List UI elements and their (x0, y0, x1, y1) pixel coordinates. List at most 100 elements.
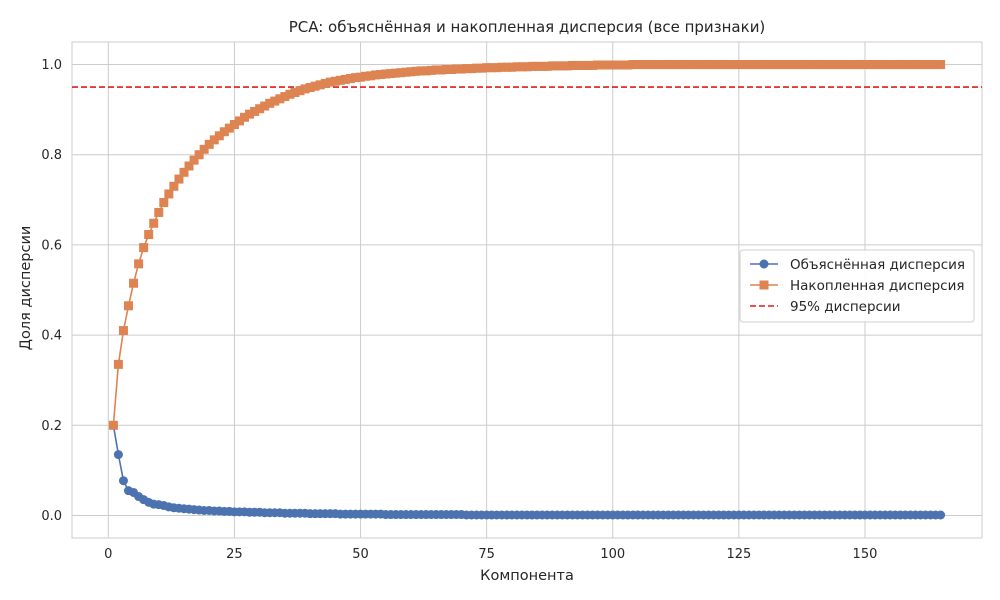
data-point-cumulative (769, 60, 779, 70)
data-point-cumulative (154, 207, 164, 217)
y-tick-label: 0.4 (41, 329, 62, 344)
data-point-cumulative (229, 120, 239, 130)
data-point-cumulative (502, 62, 512, 72)
data-point-cumulative (255, 104, 265, 114)
data-point-cumulative (184, 161, 194, 171)
data-point-cumulative (830, 60, 840, 70)
data-point-cumulative (507, 62, 517, 72)
data-point-cumulative (593, 60, 603, 70)
data-point-cumulative (739, 60, 749, 70)
data-point-cumulative (431, 65, 441, 75)
data-point-cumulative (779, 60, 789, 70)
legend-label-explained: Объяснённая дисперсия (790, 257, 965, 273)
data-point-cumulative (467, 64, 477, 74)
data-point-cumulative (270, 96, 280, 106)
data-point-cumulative (855, 60, 865, 70)
legend-entry-explained: Объяснённая дисперсия (750, 257, 965, 273)
data-point-cumulative (603, 60, 613, 70)
data-point-cumulative (219, 127, 229, 137)
data-point-cumulative (169, 181, 179, 191)
data-point-cumulative (658, 60, 668, 70)
x-tick-label: 125 (726, 547, 751, 562)
data-point-cumulative (461, 64, 471, 74)
data-point-cumulative (366, 71, 376, 81)
data-point-cumulative (870, 60, 880, 70)
data-point-cumulative (194, 150, 204, 160)
x-axis-label: Компонента (480, 568, 574, 584)
data-point-cumulative (704, 60, 714, 70)
data-point-cumulative (497, 62, 507, 72)
x-tick-label: 75 (478, 547, 495, 562)
data-point-cumulative (537, 61, 547, 71)
data-point-cumulative (214, 131, 224, 141)
data-point-cumulative (340, 74, 350, 84)
data-point-cumulative (749, 60, 759, 70)
data-point-cumulative (335, 75, 345, 85)
y-tick-label: 0.6 (41, 238, 62, 253)
data-point-cumulative (139, 243, 149, 253)
data-point-cumulative (729, 60, 739, 70)
data-point-cumulative (386, 69, 396, 79)
data-point-cumulative (714, 60, 724, 70)
data-point-cumulative (557, 61, 567, 71)
data-point-cumulative (926, 60, 936, 70)
data-point-cumulative (577, 60, 587, 70)
x-tick-label: 100 (600, 547, 625, 562)
data-point-cumulative (709, 60, 719, 70)
y-axis-label: Доля дисперсии (18, 226, 34, 351)
data-point-cumulative (850, 60, 860, 70)
data-point-cumulative (905, 60, 915, 70)
data-point-cumulative (376, 69, 386, 79)
data-point-cumulative (542, 61, 552, 71)
data-point-cumulative (532, 61, 542, 71)
data-point-cumulative (451, 64, 461, 74)
y-tick-labels: 0.0 0.2 0.4 0.6 0.8 1.0 (41, 58, 62, 524)
data-point-cumulative (144, 230, 154, 240)
data-point-cumulative (280, 92, 290, 102)
data-point-cumulative (149, 218, 159, 228)
data-point-cumulative (265, 98, 275, 108)
data-point-cumulative (910, 60, 920, 70)
data-point-cumulative (613, 60, 623, 70)
data-point-cumulative (174, 174, 184, 184)
data-point-cumulative (921, 60, 931, 70)
legend-box (739, 249, 975, 323)
data-point-cumulative (835, 60, 845, 70)
data-point-cumulative (734, 60, 744, 70)
data-point-cumulative (527, 61, 537, 71)
data-point-cumulative (583, 60, 593, 70)
data-point-cumulative (860, 60, 870, 70)
data-point-cumulative (724, 60, 734, 70)
legend-entry-threshold: 95% дисперсии (750, 299, 901, 315)
data-point-cumulative (123, 301, 133, 311)
data-point-explained (936, 510, 946, 520)
data-point-explained (113, 450, 123, 460)
legend-label-cumulative: Накопленная дисперсия (790, 278, 965, 294)
data-point-cumulative (754, 60, 764, 70)
data-point-cumulative (567, 60, 577, 70)
data-point-cumulative (446, 65, 456, 75)
data-point-cumulative (810, 60, 820, 70)
data-point-cumulative (895, 60, 905, 70)
data-point-cumulative (900, 60, 910, 70)
data-point-cumulative (396, 68, 406, 78)
x-tick-label: 50 (352, 547, 369, 562)
data-point-cumulative (285, 89, 295, 99)
data-point-cumulative (774, 60, 784, 70)
data-point-cumulative (134, 259, 144, 269)
data-point-cumulative (890, 60, 900, 70)
data-point-cumulative (699, 60, 709, 70)
data-point-cumulative (794, 60, 804, 70)
data-point-cumulative (517, 62, 527, 72)
data-point-cumulative (245, 109, 255, 119)
data-point-cumulative (683, 60, 693, 70)
data-point-cumulative (209, 135, 219, 145)
data-point-cumulative (482, 63, 492, 73)
data-point-cumulative (275, 94, 285, 104)
y-tick-label: 0.0 (41, 509, 62, 524)
legend-marker-cumulative (759, 280, 769, 290)
data-point-cumulative (588, 60, 598, 70)
data-point-cumulative (305, 83, 315, 93)
legend-label-threshold: 95% дисперсии (790, 299, 901, 315)
